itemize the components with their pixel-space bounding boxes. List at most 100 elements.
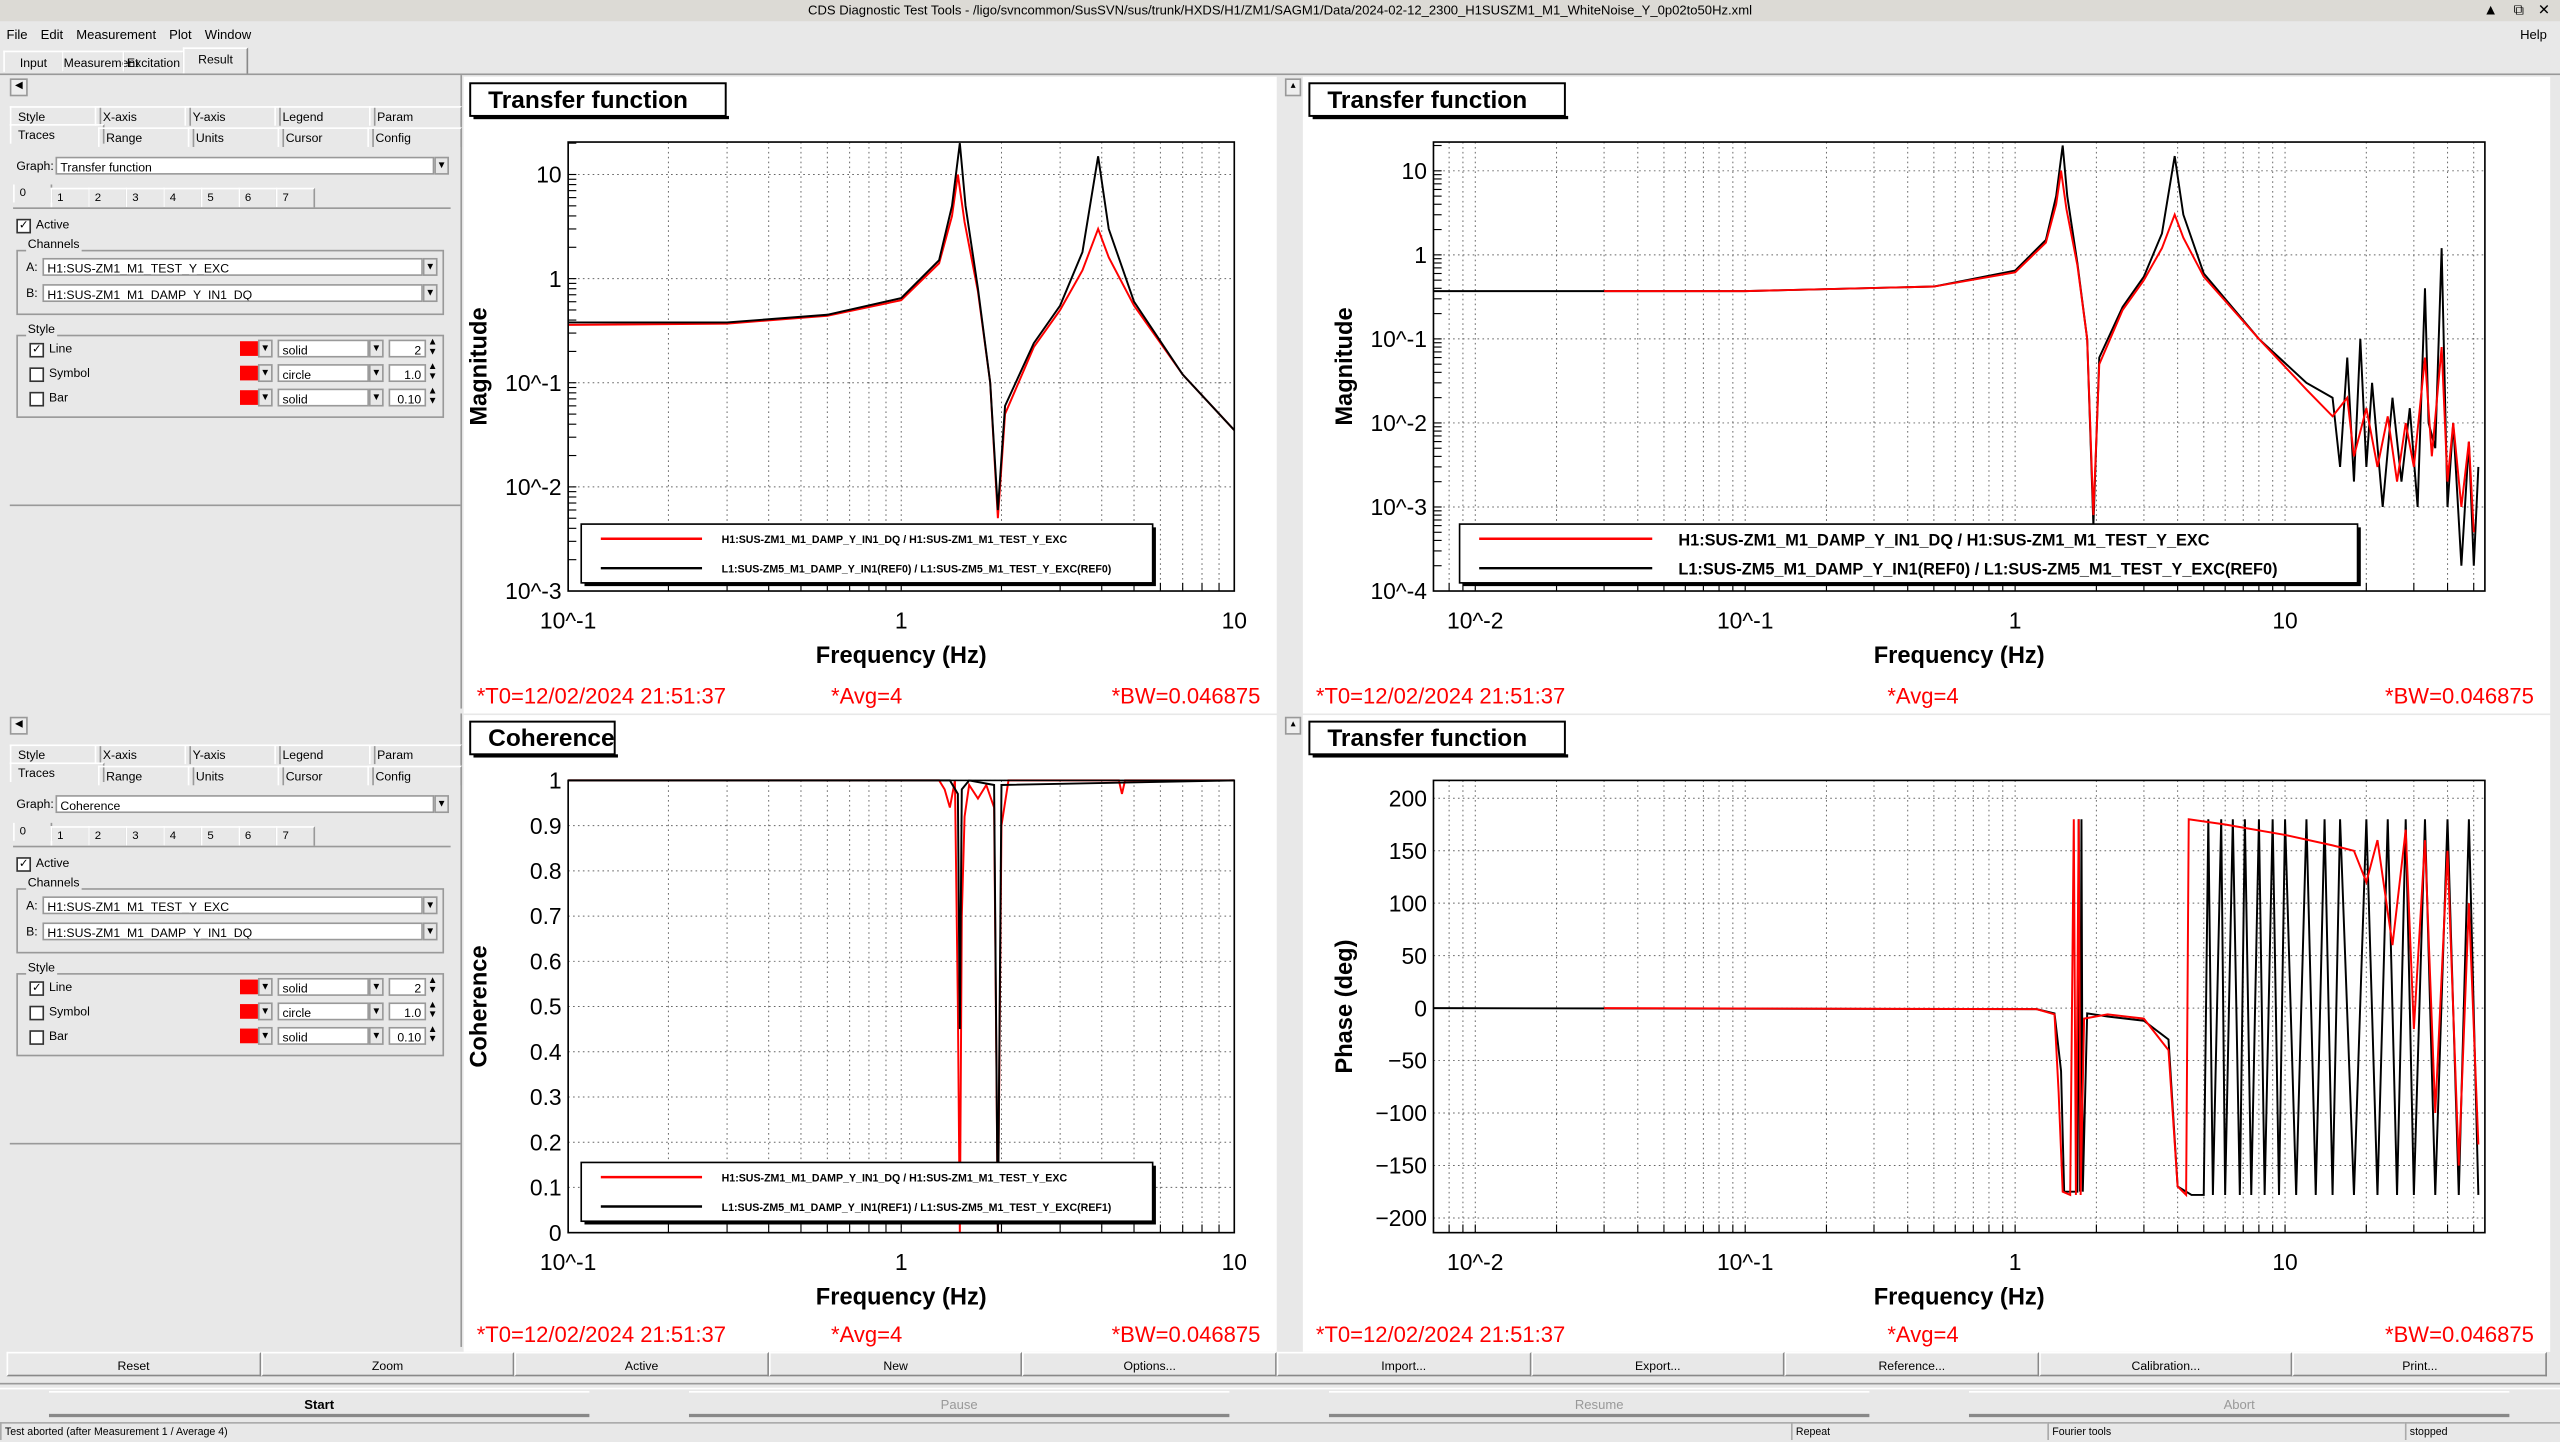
symbol-size-spinner[interactable]: ▲ ▼ [427,1000,438,1021]
channel-b-input[interactable]: H1:SUS-ZM1_M1_DAMP_Y_IN1_DQ [42,922,423,941]
symbol-size-input[interactable]: 1.0 [388,1002,427,1021]
calibration-button[interactable]: Calibration... [2038,1351,2293,1377]
symbol-color-swatch[interactable] [239,1004,258,1019]
bar-style-dropdown[interactable]: ▼ [368,388,384,407]
trace-tab-4[interactable]: 4 [163,826,203,846]
graph-dropdown[interactable]: ▼ [434,156,449,175]
reference-button[interactable]: Reference... [1784,1351,2039,1377]
tab-y-axis[interactable]: Y-axis [184,106,281,126]
trace-tab-0[interactable]: 0 [13,822,53,841]
tab-excitation[interactable]: Excitation [122,50,185,72]
channel-a-dropdown[interactable]: ▼ [422,896,438,915]
tab-config[interactable]: Config [367,127,463,147]
trace-tab-2[interactable]: 2 [88,187,128,208]
tab-param[interactable]: Param [368,106,463,126]
active-button[interactable]: Active [514,1351,769,1377]
menu-measurement[interactable]: Measurement [76,27,157,43]
tab-result[interactable]: Result [182,47,249,74]
trace-tab-7[interactable]: 7 [275,826,316,846]
pause-button[interactable]: Pause [688,1391,1230,1418]
plot-panel[interactable]: 10^-2 10^-1 1 10 −200 −150 −100 −50 0 50 100 150 200… [1302,715,2551,1352]
bar-checkbox[interactable] [29,1030,45,1045]
line-checkbox[interactable]: ✓ [29,981,45,996]
export-button[interactable]: Export... [1530,1351,1785,1377]
tab-range[interactable]: Range [97,127,195,147]
chart-svg[interactable]: 10^-1 1 10 10^-3 10^-2 10^-1 1 10 Frequency (Hz)… [464,77,1277,714]
line-style-dropdown[interactable]: ▼ [368,339,384,358]
tab-param[interactable]: Param [368,744,463,765]
bar-style-dropdown[interactable]: ▼ [368,1026,384,1045]
channel-a-input[interactable]: H1:SUS-ZM1_M1_TEST_Y_EXC [42,257,423,276]
trace-tab-4[interactable]: 4 [163,187,203,208]
reset-button[interactable]: Reset [6,1351,261,1377]
trace-tab-3[interactable]: 3 [125,826,165,846]
menu-help[interactable]: Help [2520,27,2547,43]
bar-color-dropdown[interactable]: ▼ [257,1026,273,1045]
graph-select[interactable]: Transfer function [55,156,435,175]
line-color-swatch[interactable] [239,341,258,356]
tab-legend[interactable]: Legend [274,744,376,765]
tab-units[interactable]: Units [187,127,285,147]
menu-plot[interactable]: Plot [169,27,192,43]
tab-input[interactable]: Input [3,50,64,72]
symbol-style-dropdown[interactable]: ▼ [368,1002,384,1021]
collapse-arrow-icon[interactable]: ◀ [9,78,28,97]
chart-svg[interactable]: 10^-2 10^-1 1 10 10^-4 10^-3 10^-2 10^-1 1 10 Freq… [1303,77,2550,714]
line-size-spinner[interactable]: ▲ ▼ [427,976,438,996]
symbol-checkbox[interactable] [29,1005,45,1021]
maximize-button[interactable]: ⧉ [2513,1,2525,18]
print-button[interactable]: Print... [2292,1351,2547,1377]
channel-b-input[interactable]: H1:SUS-ZM1_M1_DAMP_Y_IN1_DQ [42,284,423,303]
channel-a-input[interactable]: H1:SUS-ZM1_M1_TEST_Y_EXC [42,896,423,915]
tab-style[interactable]: Style [9,106,102,126]
line-size-input[interactable]: 2 [388,339,427,358]
line-size-input[interactable]: 2 [388,977,427,996]
channel-b-dropdown[interactable]: ▼ [422,284,438,303]
tab-style[interactable]: Style [9,744,102,765]
resume-button[interactable]: Resume [1328,1391,1870,1418]
chart-svg[interactable]: 10^-1 1 10 0 0.1 0.2 0.3 0.4 0.5 0.6 0.7 0.8 0.9 1 Fre… [464,715,1277,1352]
trace-tab-1[interactable]: 1 [50,826,90,846]
bar-size-spinner[interactable]: ▲ ▼ [427,386,438,407]
bar-style-select[interactable]: solid [277,388,369,407]
bar-color-swatch[interactable] [239,390,258,405]
panel-arrow-icon[interactable]: ▴ [1284,78,1302,97]
trace-tab-1[interactable]: 1 [50,187,90,208]
line-color-dropdown[interactable]: ▼ [257,339,273,358]
close-button[interactable]: ✕ [2537,1,2551,18]
tab-measurement[interactable]: Measurement [62,50,139,72]
abort-button[interactable]: Abort [1968,1391,2510,1418]
menu-edit[interactable]: Edit [40,27,64,43]
tab-x-axis[interactable]: X-axis [94,744,192,765]
trace-tab-0[interactable]: 0 [13,184,53,203]
symbol-style-select[interactable]: circle [277,1002,369,1021]
plot-panel[interactable]: 10^-1 1 10 0 0.1 0.2 0.3 0.4 0.5 0.6 0.7 0.8 0.9 1 Fre… [463,715,1277,1352]
trace-tab-5[interactable]: 5 [200,187,240,208]
graph-select[interactable]: Coherence [55,795,435,814]
channel-b-dropdown[interactable]: ▼ [422,922,438,941]
plot-panel[interactable]: 10^-1 1 10 10^-3 10^-2 10^-1 1 10 Frequency (Hz)… [463,76,1277,714]
symbol-color-swatch[interactable] [239,365,258,381]
tab-range[interactable]: Range [97,765,195,786]
trace-tab-5[interactable]: 5 [200,826,240,846]
bar-size-input[interactable]: 0.10 [388,1026,427,1045]
line-size-spinner[interactable]: ▲ ▼ [427,337,438,358]
import-button[interactable]: Import... [1276,1351,1531,1377]
bar-color-dropdown[interactable]: ▼ [257,388,273,407]
minimize-button[interactable]: ▲ [2483,1,2498,18]
line-color-swatch[interactable] [239,979,258,995]
bar-style-select[interactable]: solid [277,1026,369,1045]
tab-x-axis[interactable]: X-axis [94,106,192,126]
active-checkbox[interactable]: ✓ [16,218,32,234]
tab-traces[interactable]: Traces [9,124,105,144]
line-color-dropdown[interactable]: ▼ [257,977,273,996]
symbol-size-spinner[interactable]: ▲ ▼ [427,362,438,383]
tab-y-axis[interactable]: Y-axis [184,744,281,765]
tab-traces[interactable]: Traces [9,762,105,783]
line-style-dropdown[interactable]: ▼ [368,977,384,996]
trace-tab-6[interactable]: 6 [238,826,278,846]
active-checkbox[interactable]: ✓ [16,857,32,872]
symbol-style-select[interactable]: circle [277,364,369,383]
tab-config[interactable]: Config [367,765,463,786]
new-button[interactable]: New [768,1351,1023,1377]
